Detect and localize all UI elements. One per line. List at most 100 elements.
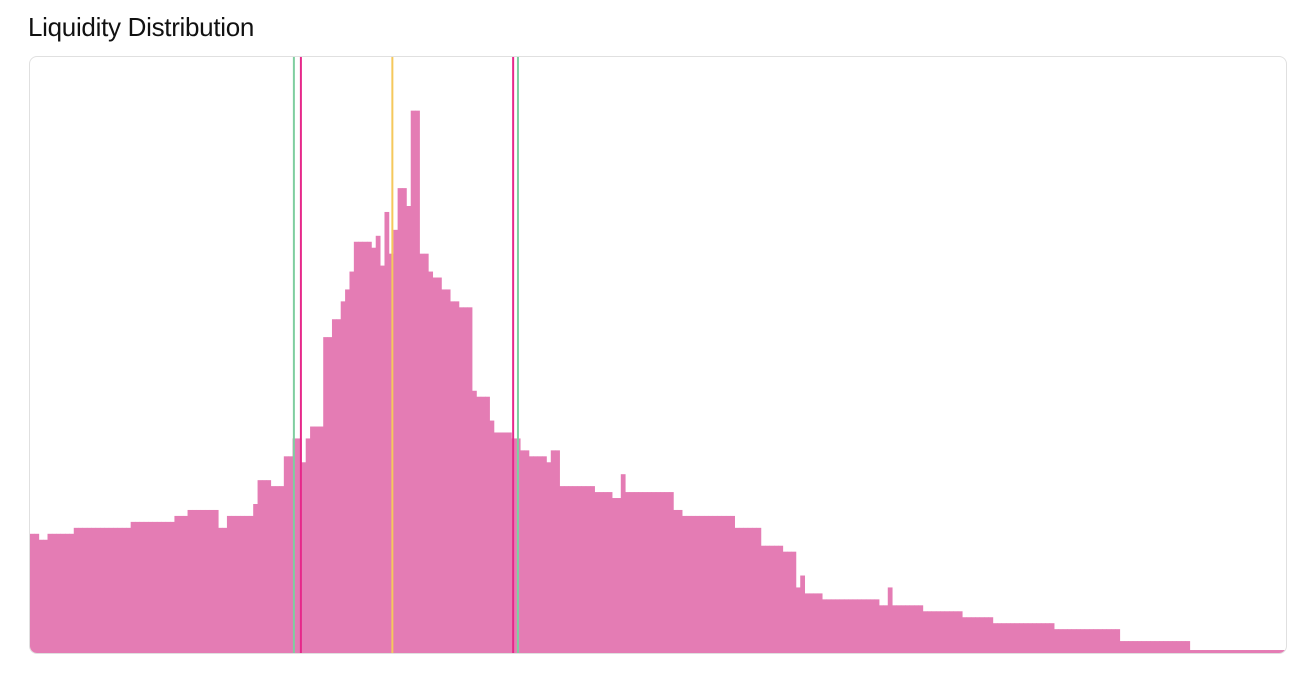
histogram-bar — [830, 599, 836, 653]
histogram-bar — [257, 480, 263, 653]
histogram-bar — [1137, 641, 1142, 653]
histogram-bar — [419, 253, 425, 653]
histogram-bar — [918, 605, 924, 653]
histogram-bar — [1255, 650, 1261, 653]
histogram-bar — [1272, 650, 1278, 653]
histogram-bar — [1010, 623, 1016, 653]
histogram-bar — [800, 575, 806, 653]
histogram-bar — [975, 617, 981, 653]
histogram-bar — [1224, 650, 1230, 653]
histogram-bar — [502, 432, 508, 653]
histogram-bar — [537, 456, 543, 653]
histogram-bar — [835, 599, 841, 653]
histogram-bar — [712, 515, 718, 653]
histogram-bar — [896, 605, 902, 653]
histogram-bar — [78, 527, 83, 653]
histogram-bar — [695, 515, 700, 653]
histogram-bar — [349, 271, 355, 653]
histogram-bar — [857, 599, 862, 653]
histogram-bar — [905, 605, 911, 653]
histogram-bar — [493, 432, 499, 653]
histogram-bar — [524, 450, 530, 653]
histogram-bar — [305, 438, 311, 653]
histogram-bar — [1023, 623, 1029, 653]
histogram-bar — [345, 289, 350, 653]
histogram-bar — [795, 587, 801, 653]
histogram-bar — [935, 611, 941, 653]
histogram-bar — [1211, 650, 1217, 653]
histogram-bar — [568, 486, 574, 653]
histogram-bar — [366, 241, 372, 653]
histogram-bar — [852, 599, 858, 653]
histogram-bar — [130, 521, 136, 653]
histogram-bar — [288, 456, 293, 653]
chart-title: Liquidity Distribution — [28, 12, 255, 42]
histogram-bar — [848, 599, 854, 653]
histogram-bar — [1172, 641, 1177, 653]
histogram-bar — [673, 509, 679, 653]
histogram-bar — [135, 521, 140, 653]
histogram-bar — [804, 593, 810, 653]
histogram-bar — [813, 593, 819, 653]
histogram-bar — [1194, 650, 1199, 653]
histogram-bar — [336, 319, 342, 653]
histogram-bar — [668, 492, 674, 653]
histogram-bar — [253, 504, 258, 653]
histogram-bar — [209, 509, 215, 653]
histogram-bar — [1250, 650, 1256, 653]
histogram-bar — [546, 462, 552, 653]
histogram-bar — [183, 515, 188, 653]
histogram-bar — [607, 492, 613, 653]
histogram-bar — [91, 527, 97, 653]
histogram-bar — [100, 527, 105, 653]
histogram-bar — [542, 456, 547, 653]
histogram-bar — [1045, 623, 1051, 653]
histogram-bar — [690, 515, 696, 653]
histogram-bar — [1071, 629, 1077, 653]
liquidity-histogram — [30, 57, 1286, 653]
histogram-bar — [200, 509, 206, 653]
histogram-bar — [865, 599, 871, 653]
histogram-bar — [51, 533, 57, 653]
histogram-bar — [1014, 623, 1020, 653]
histogram-bar — [1115, 629, 1121, 653]
histogram-bar — [401, 188, 407, 653]
histogram-bar — [384, 211, 390, 653]
histogram-bar — [559, 486, 565, 653]
histogram-bar — [590, 486, 595, 653]
histogram-bar — [1215, 650, 1221, 653]
histogram-bar — [235, 515, 241, 653]
histogram-bar — [765, 545, 770, 653]
histogram-bar — [261, 480, 267, 653]
histogram-bar — [1097, 629, 1103, 653]
histogram-bar — [331, 319, 337, 653]
histogram-bar — [43, 539, 48, 653]
histogram-bar — [165, 521, 171, 653]
histogram-bar — [121, 527, 127, 653]
histogram-bar — [69, 533, 75, 653]
histogram-bar — [187, 509, 193, 653]
histogram-bar — [445, 289, 451, 653]
histogram-bar — [612, 498, 617, 653]
histogram-bar — [550, 450, 556, 653]
histogram-bar — [205, 509, 210, 653]
histogram-bar — [734, 527, 740, 653]
histogram-bar — [647, 492, 652, 653]
histogram-bar — [454, 301, 460, 653]
histogram-bar — [1093, 629, 1099, 653]
histogram-bar — [222, 527, 228, 653]
histogram-bar — [476, 396, 482, 653]
histogram-bar — [126, 527, 132, 653]
histogram-bar — [170, 521, 175, 653]
histogram-bar — [437, 277, 442, 653]
histogram-bar — [1040, 623, 1046, 653]
histogram-bar — [826, 599, 832, 653]
histogram-bar — [892, 605, 897, 653]
histogram-bar — [861, 599, 867, 653]
histogram-bar — [883, 605, 889, 653]
histogram-bar — [1237, 650, 1243, 653]
histogram-bar — [717, 515, 722, 653]
histogram-bar — [686, 515, 692, 653]
histogram-bar — [752, 527, 757, 653]
histogram-bar — [957, 611, 963, 653]
